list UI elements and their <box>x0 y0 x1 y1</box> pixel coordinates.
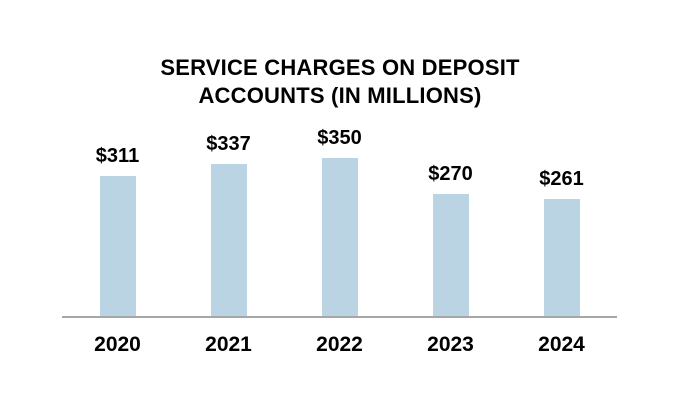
x-axis-labels: 2020 2021 2022 2023 2024 <box>62 332 617 358</box>
bar-group-2020: $311 <box>62 126 173 317</box>
bar-group-2024: $261 <box>506 126 617 317</box>
x-tick-label: 2020 <box>94 333 141 356</box>
plot-area: $311 $337 $350 $270 $261 <box>62 126 617 317</box>
x-tick-label: 2022 <box>316 333 363 356</box>
x-tick-label: 2021 <box>205 333 252 356</box>
x-tick-label: 2023 <box>427 333 474 356</box>
bar-2022 <box>321 158 358 317</box>
bar-value-label: $261 <box>539 168 584 190</box>
bar-2021 <box>210 164 247 317</box>
bar-2024 <box>543 199 580 317</box>
bar-value-label: $337 <box>206 133 251 155</box>
x-tick-label: 2024 <box>538 333 585 356</box>
bar-value-label: $350 <box>317 127 362 149</box>
bar-value-label: $270 <box>428 163 473 185</box>
bar-2020 <box>99 176 136 317</box>
bar-group-2023: $270 <box>395 126 506 317</box>
chart-title: SERVICE CHARGES ON DEPOSIT ACCOUNTS (IN … <box>0 54 680 110</box>
bar-group-2022: $350 <box>284 126 395 317</box>
bar-group-2021: $337 <box>173 126 284 317</box>
x-axis-line <box>62 316 617 318</box>
chart-title-text: SERVICE CHARGES ON DEPOSIT ACCOUNTS (IN … <box>160 55 520 108</box>
bar-value-label: $311 <box>95 145 140 167</box>
bar-2023 <box>432 194 469 317</box>
